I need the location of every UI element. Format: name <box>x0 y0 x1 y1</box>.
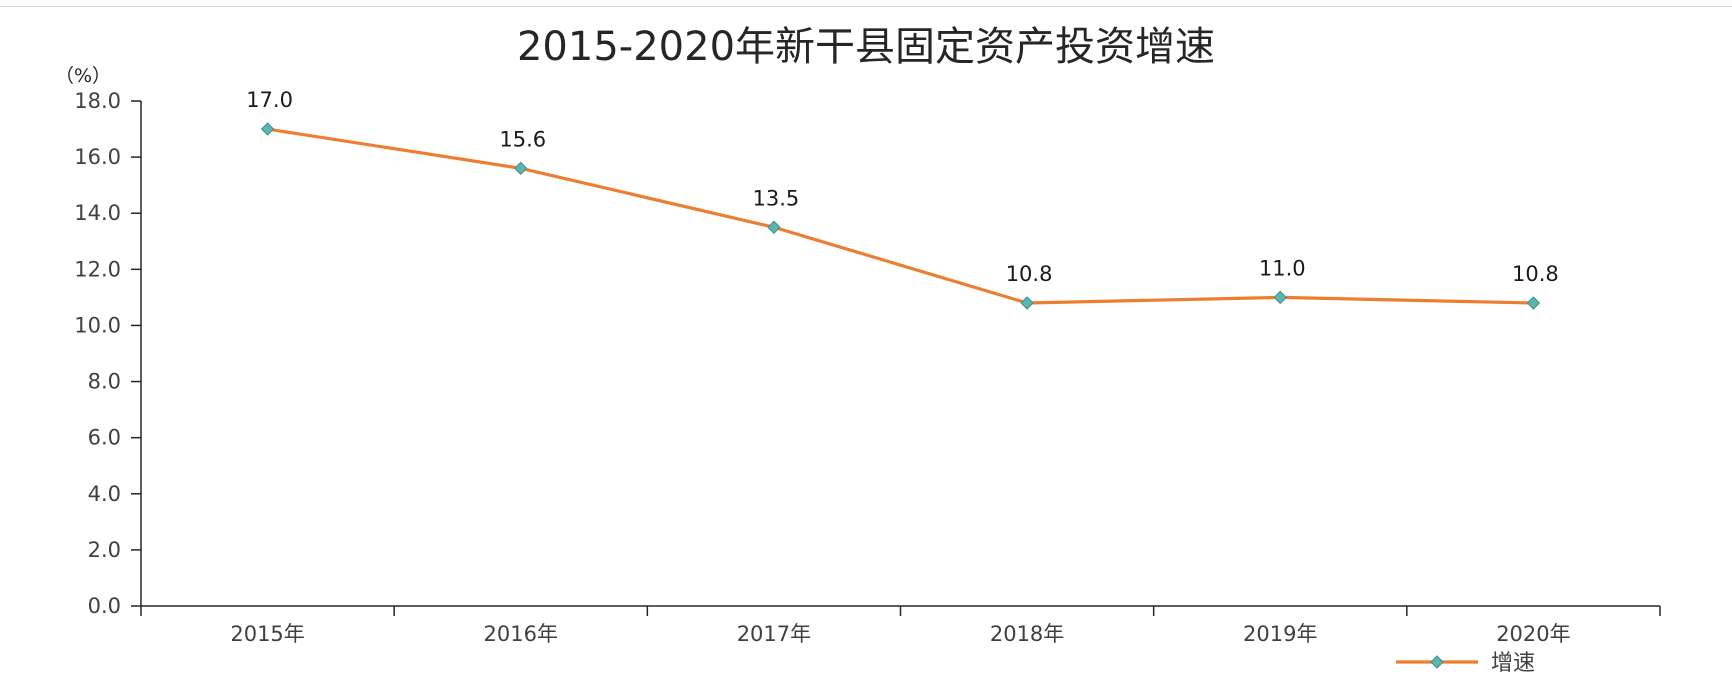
data-label: 15.6 <box>499 127 546 151</box>
data-point-marker <box>767 220 781 234</box>
plot-area: 17.0 15.6 13.5 10.8 11.0 10.8 <box>246 88 1559 310</box>
data-label: 17.0 <box>246 88 293 112</box>
data-label: 13.5 <box>753 186 800 210</box>
data-point-marker <box>514 161 528 176</box>
data-point-marker <box>260 122 275 136</box>
chart-title: 2015-2020年新干县固定资产投资增速 <box>517 24 1215 70</box>
y-tick-label: 10.0 <box>74 313 121 337</box>
x-tick-label: 2020年 <box>1496 622 1570 646</box>
data-label: 11.0 <box>1259 256 1306 280</box>
y-tick-label: 2.0 <box>88 538 121 562</box>
y-tick-label: 12.0 <box>74 257 121 281</box>
axes: 0.0 2.0 4.0 6.0 8.0 10.0 12.0 14.0 16.0 18.0 2015年… <box>74 89 1661 646</box>
legend-marker-swatch <box>1430 655 1444 669</box>
x-tick-label: 2018年 <box>990 622 1064 646</box>
y-tick-label: 6.0 <box>88 426 121 450</box>
top-border-line <box>0 6 1732 7</box>
legend-label: 增速 <box>1491 651 1535 676</box>
y-tick-label: 14.0 <box>74 201 121 225</box>
x-tick-label: 2015年 <box>230 622 304 646</box>
series-line-zengsu <box>267 127 1534 305</box>
data-label: 10.8 <box>1512 262 1559 286</box>
data-point-marker <box>1020 296 1034 310</box>
y-tick-label: 16.0 <box>74 145 121 169</box>
legend: 增速 <box>1396 651 1535 676</box>
y-tick-label: 18.0 <box>74 89 121 113</box>
y-tick-label: 8.0 <box>88 370 121 394</box>
y-axis-unit-label: （%） <box>55 65 111 87</box>
data-point-marker <box>1526 296 1541 310</box>
data-point-marker <box>1273 290 1287 305</box>
y-tick-label: 0.0 <box>88 594 121 618</box>
x-tick-label: 2017年 <box>737 622 811 646</box>
data-label: 10.8 <box>1006 262 1053 286</box>
x-tick-label: 2016年 <box>484 622 558 646</box>
x-tick-label: 2019年 <box>1243 622 1317 646</box>
y-tick-label: 4.0 <box>88 482 121 506</box>
